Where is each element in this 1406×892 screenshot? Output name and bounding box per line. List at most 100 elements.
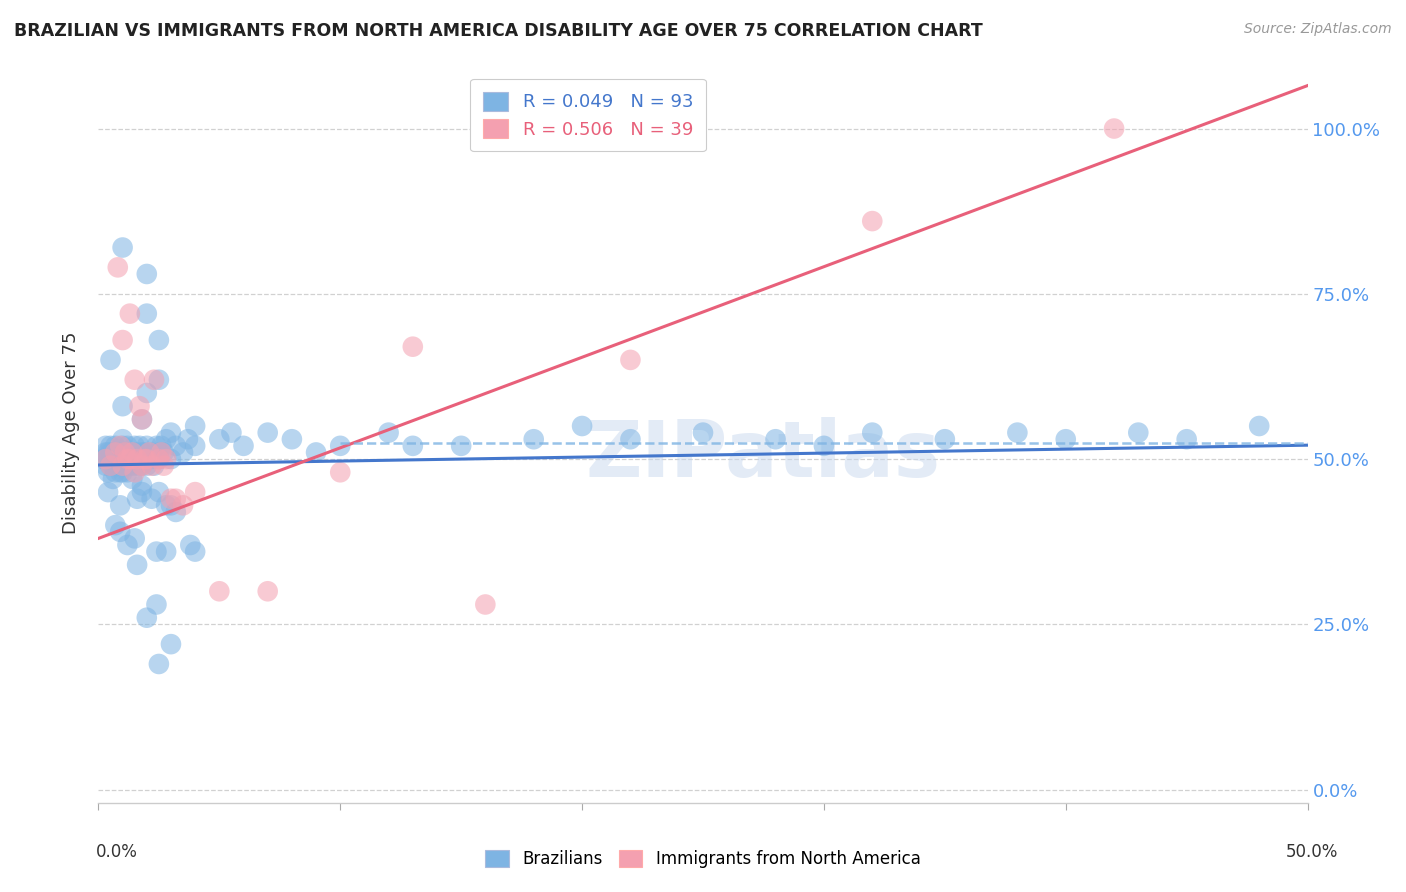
Text: Source: ZipAtlas.com: Source: ZipAtlas.com	[1244, 22, 1392, 37]
Point	[111, 465, 134, 479]
Point	[107, 445, 129, 459]
Point	[402, 340, 425, 354]
Point	[221, 425, 243, 440]
Point	[135, 452, 157, 467]
Point	[111, 452, 134, 467]
Point	[124, 439, 146, 453]
Point	[155, 432, 177, 446]
Point	[127, 452, 149, 467]
Text: BRAZILIAN VS IMMIGRANTS FROM NORTH AMERICA DISABILITY AGE OVER 75 CORRELATION CH: BRAZILIAN VS IMMIGRANTS FROM NORTH AMERI…	[14, 22, 983, 40]
Point	[860, 425, 883, 440]
Point	[131, 445, 153, 459]
Point	[523, 432, 546, 446]
Point	[107, 260, 129, 275]
Point	[329, 439, 352, 453]
Point	[108, 499, 131, 513]
Point	[131, 458, 153, 473]
Point	[100, 458, 122, 473]
Point	[118, 452, 141, 467]
Point	[108, 439, 131, 453]
Point	[94, 439, 117, 453]
Point	[184, 439, 207, 453]
Point	[114, 452, 136, 467]
Point	[131, 478, 153, 492]
Point	[128, 439, 150, 453]
Point	[692, 425, 714, 440]
Point	[148, 373, 170, 387]
Point	[117, 452, 139, 467]
Point	[145, 439, 167, 453]
Point	[127, 558, 149, 572]
Point	[97, 452, 120, 467]
Point	[108, 452, 131, 467]
Point	[141, 458, 163, 473]
Point	[148, 445, 170, 459]
Point	[148, 452, 170, 467]
Point	[165, 439, 187, 453]
Point	[118, 307, 141, 321]
Text: 50.0%: 50.0%	[1286, 843, 1339, 861]
Point	[101, 445, 124, 459]
Point	[97, 445, 120, 459]
Point	[131, 458, 153, 473]
Point	[97, 465, 120, 479]
Point	[208, 584, 231, 599]
Point	[117, 465, 139, 479]
Point	[571, 419, 593, 434]
Point	[117, 452, 139, 467]
Point	[101, 458, 124, 473]
Point	[100, 452, 122, 467]
Point	[135, 267, 157, 281]
Point	[94, 445, 117, 459]
Point	[108, 524, 131, 539]
Point	[127, 452, 149, 467]
Point	[377, 425, 399, 440]
Point	[619, 352, 641, 367]
Point	[107, 452, 129, 467]
Point	[232, 439, 254, 453]
Point	[160, 499, 183, 513]
Point	[117, 439, 139, 453]
Legend: Brazilians, Immigrants from North America: Brazilians, Immigrants from North Americ…	[478, 843, 928, 875]
Point	[138, 445, 160, 459]
Point	[143, 373, 166, 387]
Point	[135, 439, 157, 453]
Point	[127, 445, 149, 459]
Point	[101, 472, 124, 486]
Point	[184, 419, 207, 434]
Text: 0.0%: 0.0%	[96, 843, 138, 861]
Point	[104, 439, 127, 453]
Point	[104, 445, 127, 459]
Point	[1128, 425, 1150, 440]
Point	[402, 439, 425, 453]
Point	[131, 485, 153, 500]
Point	[124, 373, 146, 387]
Point	[111, 240, 134, 255]
Point	[101, 452, 124, 467]
Point	[117, 458, 139, 473]
Point	[135, 452, 157, 467]
Point	[150, 439, 173, 453]
Point	[141, 445, 163, 459]
Point	[91, 452, 114, 467]
Point	[135, 307, 157, 321]
Point	[184, 544, 207, 558]
Point	[160, 491, 183, 506]
Point	[152, 445, 174, 459]
Point	[148, 452, 170, 467]
Point	[111, 432, 134, 446]
Point	[329, 465, 352, 479]
Point	[934, 432, 956, 446]
Point	[172, 445, 194, 459]
Point	[124, 532, 146, 546]
Point	[114, 445, 136, 459]
Point	[107, 458, 129, 473]
Point	[118, 458, 141, 473]
Point	[128, 399, 150, 413]
Point	[1054, 432, 1077, 446]
Point	[305, 445, 328, 459]
Point	[860, 214, 883, 228]
Point	[100, 445, 122, 459]
Point	[256, 425, 278, 440]
Point	[121, 472, 143, 486]
